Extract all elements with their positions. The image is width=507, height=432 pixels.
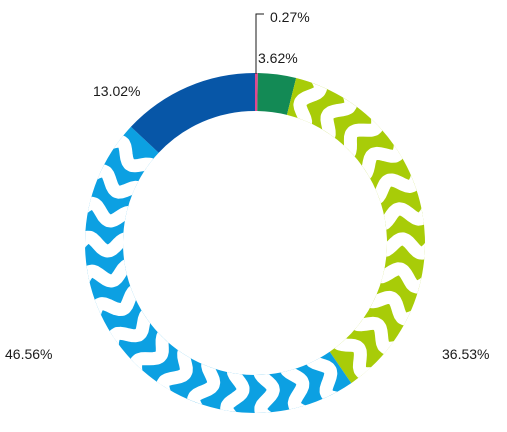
tread-pattern [72,71,438,425]
tread-band [374,232,438,260]
tread-band [320,87,358,146]
slice-label-2: 36.53% [442,346,489,362]
tread-band [86,164,148,199]
tread-band [187,353,221,416]
tread-band [346,315,404,355]
slice-1 [257,73,297,115]
slice-label-1: 3.62% [258,50,298,66]
tread-band [278,358,311,419]
tread-band [220,360,250,425]
tread-band [328,333,380,381]
tread-band [76,258,138,288]
tread-band [373,202,435,232]
tread-band [72,230,136,258]
tread-band [253,362,280,425]
slice-label-3: 46.56% [5,346,52,362]
leader-line-0 [255,13,264,74]
slice-0 [255,73,258,112]
tread-band [105,305,157,353]
tread-band [87,282,145,322]
tread-band [129,325,173,380]
tread-band [366,169,424,207]
leader-line [255,13,264,74]
slice-label-4: 13.02% [93,83,140,99]
tread-band [360,290,422,326]
slice-label-0: 0.27% [270,9,310,25]
slice-labels: 0.27% 3.62% 36.53% 46.56% 13.02% [5,9,489,362]
tread-band [75,196,139,228]
slice-3 [84,126,352,413]
tread-band [103,134,161,174]
tread-band [355,137,407,183]
tread-band [293,71,327,134]
tread-band [370,262,434,294]
tread-band [302,350,345,405]
tread-band [339,109,385,163]
tread-band [156,342,193,401]
slice-4 [130,73,255,153]
